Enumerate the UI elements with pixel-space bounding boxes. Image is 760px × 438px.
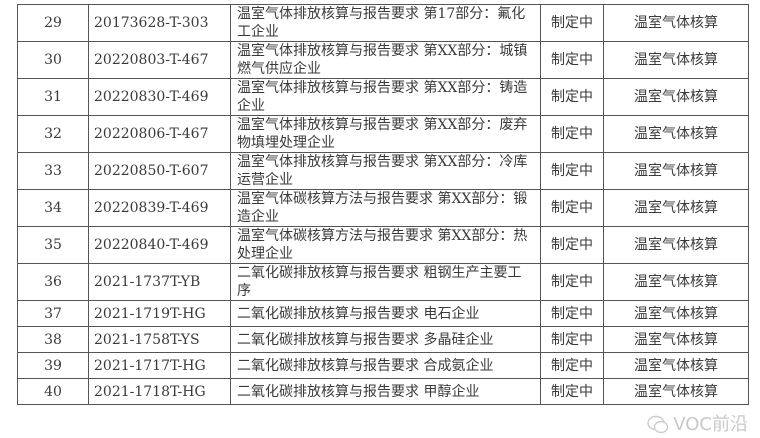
status-cell: 制定中 — [540, 326, 604, 353]
category-cell: 温室气体核算 — [603, 300, 749, 327]
status-cell: 制定中 — [540, 78, 604, 116]
table-row: 36 2021-1737T-YB 二氧化碳排放核算与报告要求 粗钢生产主要工序 制定中… — [17, 263, 749, 301]
table-row: 32 20220806-T-467 温室气体排放核算与报告要求 第XX部分：废弃物填… — [17, 115, 749, 153]
table-row: 34 20220839-T-469 温室气体碳核算方法与报告要求 第XX部分：锻造企… — [17, 189, 749, 227]
status-cell: 制定中 — [540, 300, 604, 327]
standard-name: 二氧化碳排放核算与报告要求 电石企业 — [230, 300, 541, 327]
plan-code: 2021-1717T-HG — [88, 352, 231, 379]
row-number: 38 — [17, 326, 89, 353]
plan-code: 20220840-T-469 — [88, 226, 231, 264]
standard-name: 二氧化碳排放核算与报告要求 粗钢生产主要工序 — [230, 263, 541, 301]
table-row: 40 2021-1718T-HG 二氧化碳排放核算与报告要求 甲醇企业 制定中 温室气体… — [17, 378, 749, 405]
category-cell: 温室气体核算 — [603, 41, 749, 79]
watermark-text: VOC前沿 — [673, 414, 748, 435]
status-cell: 制定中 — [540, 352, 604, 379]
status-cell: 制定中 — [540, 378, 604, 405]
category-cell: 温室气体核算 — [603, 115, 749, 153]
category-cell: 温室气体核算 — [603, 4, 749, 42]
category-cell: 温室气体核算 — [603, 326, 749, 353]
category-cell: 温室气体核算 — [603, 189, 749, 227]
plan-code: 20220850-T-607 — [88, 152, 231, 190]
plan-code: 20220839-T-469 — [88, 189, 231, 227]
plan-code: 2021-1758T-YS — [88, 326, 231, 353]
plan-code: 20220803-T-467 — [88, 41, 231, 79]
category-cell: 温室气体核算 — [603, 152, 749, 190]
table-row: 30 20220803-T-467 温室气体排放核算与报告要求 第XX部分：城镇燃气… — [17, 41, 749, 79]
category-cell: 温室气体核算 — [603, 378, 749, 405]
standard-name: 温室气体排放核算与报告要求 第17部分：氟化工企业 — [230, 4, 541, 42]
standards-table: 29 20173628-T-303 温室气体排放核算与报告要求 第17部分：氟化工企… — [17, 4, 749, 405]
status-cell: 制定中 — [540, 115, 604, 153]
standard-name: 温室气体排放核算与报告要求 第XX部分：城镇燃气供应企业 — [230, 41, 541, 79]
plan-code: 2021-1718T-HG — [88, 378, 231, 405]
standard-name: 温室气体碳核算方法与报告要求 第XX部分：锻造企业 — [230, 189, 541, 227]
standard-name: 二氧化碳排放核算与报告要求 甲醇企业 — [230, 378, 541, 405]
plan-code: 2021-1737T-YB — [88, 263, 231, 301]
row-number: 31 — [17, 78, 89, 116]
row-number: 30 — [17, 41, 89, 79]
table-row: 29 20173628-T-303 温室气体排放核算与报告要求 第17部分：氟化工企… — [17, 4, 749, 42]
standard-name: 温室气体排放核算与报告要求 第XX部分：废弃物填埋处理企业 — [230, 115, 541, 153]
wechat-icon — [647, 415, 669, 434]
table-row: 33 20220850-T-607 温室气体排放核算与报告要求 第XX部分：冷库运营… — [17, 152, 749, 190]
table-row: 37 2021-1719T-HG 二氧化碳排放核算与报告要求 电石企业 制定中 温室气体… — [17, 300, 749, 327]
row-number: 32 — [17, 115, 89, 153]
standard-name: 温室气体排放核算与报告要求 第XX部分：铸造企业 — [230, 78, 541, 116]
table-row: 38 2021-1758T-YS 二氧化碳排放核算与报告要求 多晶硅企业 制定中 温室气… — [17, 326, 749, 353]
status-cell: 制定中 — [540, 152, 604, 190]
table-row: 39 2021-1717T-HG 二氧化碳排放核算与报告要求 合成氨企业 制定中 温室气… — [17, 352, 749, 379]
row-number: 36 — [17, 263, 89, 301]
row-number: 29 — [17, 4, 89, 42]
category-cell: 温室气体核算 — [603, 78, 749, 116]
row-number: 37 — [17, 300, 89, 327]
standard-name: 温室气体碳核算方法与报告要求 第XX部分：热处理企业 — [230, 226, 541, 264]
status-cell: 制定中 — [540, 189, 604, 227]
row-number: 40 — [17, 378, 89, 405]
status-cell: 制定中 — [540, 263, 604, 301]
standard-name: 温室气体排放核算与报告要求 第XX部分：冷库运营企业 — [230, 152, 541, 190]
row-number: 34 — [17, 189, 89, 227]
category-cell: 温室气体核算 — [603, 226, 749, 264]
status-cell: 制定中 — [540, 226, 604, 264]
category-cell: 温室气体核算 — [603, 263, 749, 301]
row-number: 35 — [17, 226, 89, 264]
plan-code: 20220830-T-469 — [88, 78, 231, 116]
table-row: 35 20220840-T-469 温室气体碳核算方法与报告要求 第XX部分：热处理… — [17, 226, 749, 264]
plan-code: 20173628-T-303 — [88, 4, 231, 42]
plan-code: 2021-1719T-HG — [88, 300, 231, 327]
category-cell: 温室气体核算 — [603, 352, 749, 379]
standard-name: 二氧化碳排放核算与报告要求 合成氨企业 — [230, 352, 541, 379]
plan-code: 20220806-T-467 — [88, 115, 231, 153]
table-row: 31 20220830-T-469 温室气体排放核算与报告要求 第XX部分：铸造企业… — [17, 78, 749, 116]
status-cell: 制定中 — [540, 41, 604, 79]
standard-name: 二氧化碳排放核算与报告要求 多晶硅企业 — [230, 326, 541, 353]
row-number: 39 — [17, 352, 89, 379]
row-number: 33 — [17, 152, 89, 190]
watermark: VOC前沿 — [647, 414, 748, 436]
status-cell: 制定中 — [540, 4, 604, 42]
